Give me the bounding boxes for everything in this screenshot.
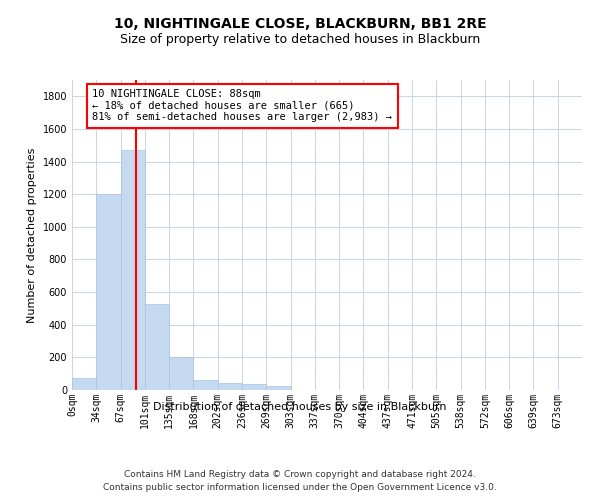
Bar — [72, 378, 96, 390]
Text: Distribution of detached houses by size in Blackburn: Distribution of detached houses by size … — [153, 402, 447, 412]
Text: 10, NIGHTINGALE CLOSE, BLACKBURN, BB1 2RE: 10, NIGHTINGALE CLOSE, BLACKBURN, BB1 2R… — [113, 18, 487, 32]
Text: Contains public sector information licensed under the Open Government Licence v3: Contains public sector information licen… — [103, 482, 497, 492]
Text: 10 NIGHTINGALE CLOSE: 88sqm
← 18% of detached houses are smaller (665)
81% of se: 10 NIGHTINGALE CLOSE: 88sqm ← 18% of det… — [92, 90, 392, 122]
Bar — [193, 380, 218, 390]
Bar — [218, 384, 242, 390]
Bar — [169, 358, 193, 390]
Bar — [121, 150, 145, 390]
Bar — [266, 386, 290, 390]
Y-axis label: Number of detached properties: Number of detached properties — [27, 148, 37, 322]
Bar — [145, 304, 169, 390]
Text: Size of property relative to detached houses in Blackburn: Size of property relative to detached ho… — [120, 32, 480, 46]
Bar — [96, 194, 121, 390]
Text: Contains HM Land Registry data © Crown copyright and database right 2024.: Contains HM Land Registry data © Crown c… — [124, 470, 476, 479]
Bar — [242, 384, 266, 390]
